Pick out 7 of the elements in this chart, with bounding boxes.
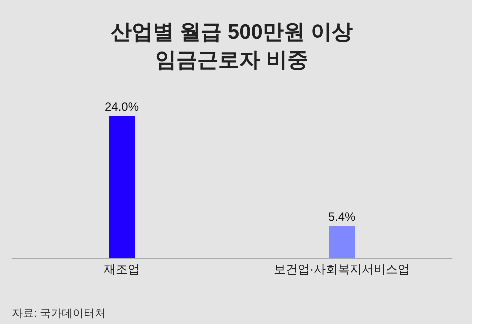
data-label: 24.0%: [104, 100, 140, 114]
data-label: 5.4%: [328, 210, 356, 224]
text: 산업별 월급 500만원 이상: [111, 21, 353, 44]
text: 자료: 국가데이터처: [12, 308, 106, 320]
x-tick-label: 보건업·사회복지서비스업: [274, 262, 410, 276]
x-tick-label: 재조업: [104, 262, 140, 276]
text: 임금근로자 비중: [156, 49, 308, 72]
